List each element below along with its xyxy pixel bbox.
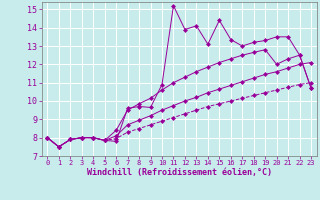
X-axis label: Windchill (Refroidissement éolien,°C): Windchill (Refroidissement éolien,°C) <box>87 168 272 177</box>
